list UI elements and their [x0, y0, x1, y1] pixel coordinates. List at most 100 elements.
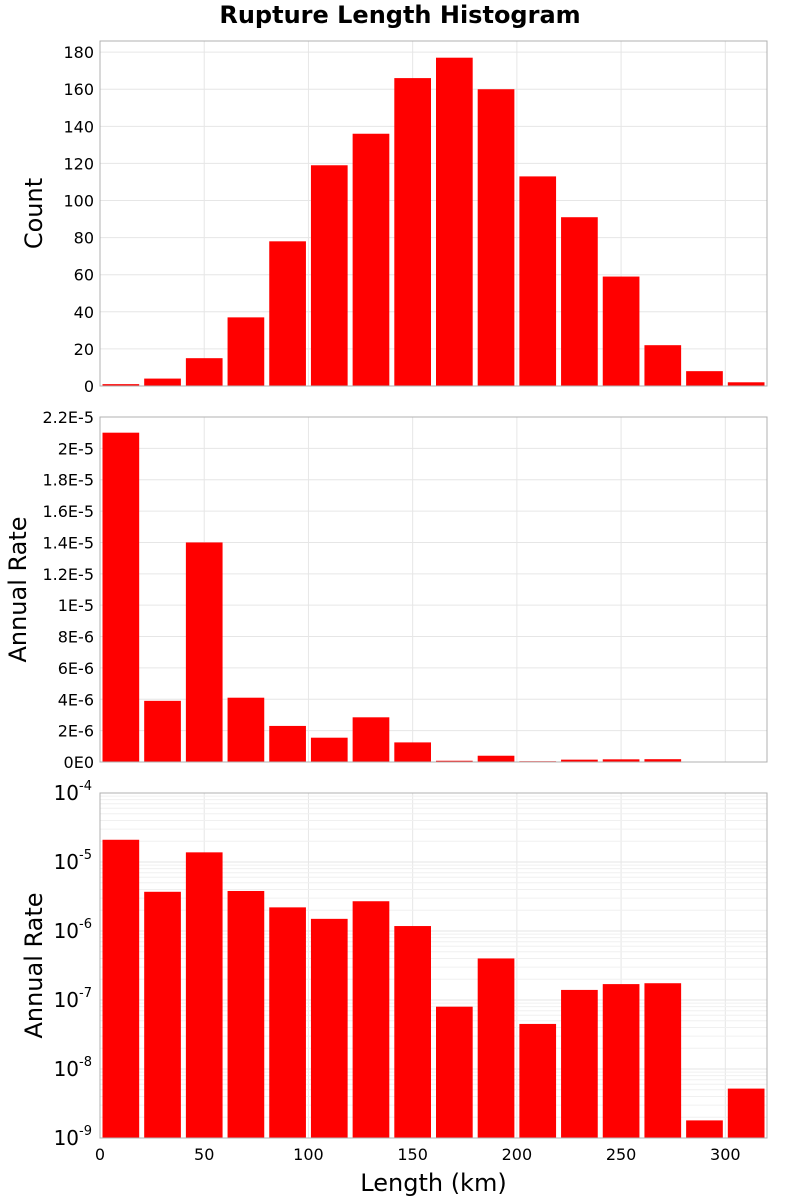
y-tick-label: 1.6E-5: [42, 502, 94, 521]
y-tick-label: 0E0: [64, 753, 94, 772]
bar: [644, 983, 682, 1138]
bar: [185, 852, 223, 1138]
y-tick-label: 160: [63, 80, 94, 99]
bar: [644, 345, 682, 386]
bar: [227, 317, 265, 386]
bars: [102, 839, 765, 1138]
y-tick-labels: 0E0 2E-6 4E-6 6E-6 8E-6 1E-5 1.2E-5 1.4E-5 1.6E-…: [42, 408, 94, 772]
y-tick-label: 180: [63, 43, 94, 62]
y-tick-label: 2.2E-5: [42, 408, 94, 427]
bar: [436, 760, 473, 762]
bar: [394, 78, 431, 386]
bar: [310, 737, 348, 762]
y-tick-label: 40: [74, 303, 94, 322]
bar: [394, 742, 431, 762]
y-tick-label: 1.2E-5: [42, 565, 94, 584]
y-axis-label: Annual Rate: [20, 892, 48, 1038]
y-tick-label: 8E-6: [58, 628, 94, 647]
bar: [144, 378, 181, 386]
bars: [102, 432, 765, 762]
bar: [561, 759, 598, 762]
y-tick-label: 80: [74, 229, 94, 248]
bar: [227, 697, 265, 762]
y-tick-label: 60: [74, 266, 94, 285]
bar: [727, 1088, 765, 1138]
bar: [561, 217, 598, 386]
bar: [519, 176, 557, 386]
y-tick-label: 4E-6: [58, 690, 94, 709]
y-axis-label: Annual Rate: [4, 516, 32, 662]
grid-lines: [99, 41, 767, 387]
bar: [352, 133, 390, 386]
y-tick-label: 1.8E-5: [42, 471, 94, 490]
bar: [102, 384, 140, 386]
bar: [144, 891, 181, 1138]
y-tick-label: 2E-6: [58, 722, 94, 741]
bar: [477, 89, 515, 386]
x-tick-label: 200: [502, 1145, 533, 1164]
y-tick-label: 100: [63, 192, 94, 211]
x-tick-label: 150: [397, 1145, 428, 1164]
x-tick-label: 0: [95, 1145, 105, 1164]
bar: [602, 759, 640, 762]
bar: [310, 165, 348, 386]
y-tick-labels: 0 20 40 60 80 100 120 140 160 180: [63, 43, 94, 396]
bar: [602, 276, 640, 386]
bar: [185, 542, 223, 762]
y-tick-label: 10-8: [54, 1055, 92, 1081]
bar: [394, 926, 431, 1138]
bars: [102, 57, 765, 386]
x-tick-label: 300: [710, 1145, 741, 1164]
annual-rate-linear-panel: 0E0 2E-6 4E-6 6E-6 8E-6 1E-5 1.2E-5 1.4E-5 1.6E-…: [4, 408, 768, 772]
x-tick-label: 250: [606, 1145, 637, 1164]
x-tick-labels: 0 50 100 150 200 250 300: [95, 1145, 741, 1164]
bar: [352, 717, 390, 762]
y-tick-label: 20: [74, 340, 94, 359]
y-tick-label: 10-9: [54, 1124, 92, 1150]
plot-frame: [99, 416, 768, 763]
count-panel: 0 20 40 60 80 100 120 140 160 180 Count: [20, 40, 768, 396]
bar: [310, 918, 348, 1138]
bar: [477, 755, 515, 762]
y-tick-label: 2E-5: [58, 439, 94, 458]
bar: [352, 901, 390, 1138]
y-tick-label: 140: [63, 117, 94, 136]
bar: [269, 725, 306, 762]
bar: [686, 371, 723, 386]
bar: [227, 890, 265, 1138]
bar: [727, 382, 765, 386]
bar: [269, 241, 306, 386]
x-tick-label: 50: [194, 1145, 214, 1164]
x-tick-label: 100: [293, 1145, 324, 1164]
bar: [144, 700, 181, 762]
y-tick-label: 10-4: [54, 779, 92, 805]
bar: [436, 1006, 473, 1138]
bar: [102, 839, 140, 1138]
annual-rate-log-panel: 10-9 10-8 10-7 10-6 10-5 10-4 Annual Rate 0 50 10…: [20, 779, 768, 1197]
bar: [269, 907, 306, 1138]
y-tick-label: 120: [63, 154, 94, 173]
y-tick-label: 0: [84, 377, 94, 396]
bar: [602, 984, 640, 1138]
y-tick-label: 6E-6: [58, 659, 94, 678]
bar: [686, 1120, 723, 1138]
bar: [519, 1023, 557, 1138]
bar: [477, 958, 515, 1138]
y-tick-label: 1.4E-5: [42, 533, 94, 552]
bar: [436, 57, 473, 386]
chart-title: Rupture Length Histogram: [219, 1, 580, 29]
y-tick-labels: 10-9 10-8 10-7 10-6 10-5 10-4: [54, 779, 92, 1150]
bar: [102, 432, 140, 762]
bar: [185, 358, 223, 386]
y-tick-label: 10-5: [54, 848, 92, 874]
bar: [561, 989, 598, 1138]
x-axis-label: Length (km): [360, 1169, 506, 1197]
y-tick-label: 10-7: [54, 986, 92, 1012]
y-tick-label: 10-6: [54, 917, 92, 943]
plot-frame: [99, 40, 768, 387]
plot-frame: [99, 792, 768, 1139]
bar: [644, 759, 682, 762]
y-axis-label: Count: [20, 178, 48, 249]
